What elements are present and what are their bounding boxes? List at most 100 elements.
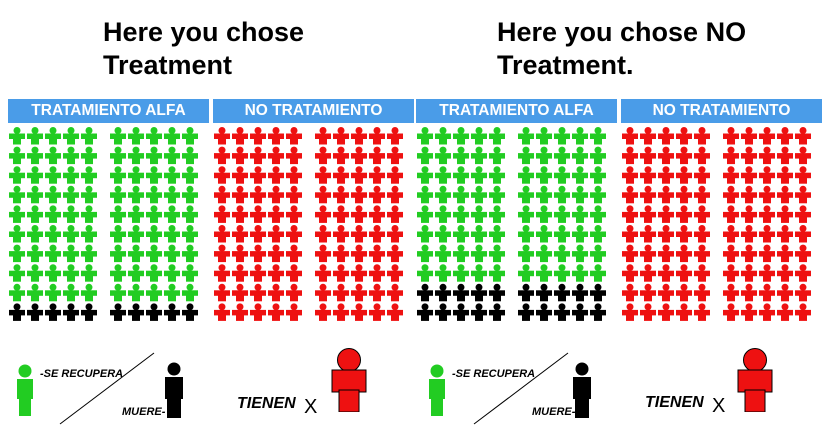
person-icon bbox=[489, 146, 505, 165]
person-icon bbox=[518, 166, 534, 184]
person-icon bbox=[110, 127, 126, 145]
person-icon bbox=[741, 244, 757, 263]
person-icon bbox=[27, 244, 43, 263]
person-icon bbox=[315, 185, 331, 204]
person-icon bbox=[572, 166, 588, 184]
person-icon bbox=[146, 264, 162, 282]
person-icon bbox=[417, 205, 433, 223]
person-icon bbox=[676, 185, 692, 204]
person-icon bbox=[622, 146, 638, 165]
person-icon bbox=[286, 185, 302, 204]
person-icon bbox=[81, 283, 97, 302]
person-icon bbox=[777, 205, 793, 223]
person-icon bbox=[554, 264, 570, 282]
tab-bar: TRATAMIENTO ALFA NO TRATAMIENTO bbox=[8, 99, 414, 123]
person-icon bbox=[554, 127, 570, 145]
person-icon bbox=[128, 185, 144, 204]
person-icon bbox=[795, 264, 811, 282]
person-icon bbox=[795, 244, 811, 263]
person-icon bbox=[351, 283, 367, 302]
person-icon bbox=[471, 166, 487, 184]
person-icon bbox=[723, 146, 739, 165]
person-icon bbox=[286, 303, 302, 321]
person-icon bbox=[471, 185, 487, 204]
legend-sick-symbol: X bbox=[304, 396, 318, 418]
person-icon bbox=[9, 225, 25, 243]
person-icon bbox=[417, 146, 433, 165]
person-icon bbox=[489, 283, 505, 302]
person-icon bbox=[694, 166, 710, 184]
tab-treatment-alfa: TRATAMIENTO ALFA bbox=[8, 99, 209, 123]
person-icon bbox=[453, 166, 469, 184]
person-icon bbox=[387, 205, 403, 223]
person-icon bbox=[759, 127, 775, 145]
person-icon bbox=[590, 225, 606, 243]
person-icon bbox=[554, 185, 570, 204]
person-icon bbox=[590, 185, 606, 204]
person-icon bbox=[759, 146, 775, 165]
person-icon bbox=[9, 166, 25, 184]
person-icon bbox=[232, 166, 248, 184]
person-icon bbox=[27, 146, 43, 165]
person-icon bbox=[572, 146, 588, 165]
person-icon bbox=[759, 264, 775, 282]
person-icon bbox=[110, 225, 126, 243]
headline-no-treatment: Here you chose NO Treatment. bbox=[497, 16, 746, 82]
person-icon bbox=[165, 362, 183, 418]
tab-treatment-alfa: TRATAMIENTO ALFA bbox=[416, 99, 617, 123]
person-icon bbox=[723, 127, 739, 145]
person-icon bbox=[554, 303, 570, 321]
person-icon bbox=[435, 225, 451, 243]
person-icon bbox=[417, 185, 433, 204]
person-icon bbox=[741, 127, 757, 145]
person-icon bbox=[369, 205, 385, 223]
person-icon bbox=[658, 303, 674, 321]
person-icon bbox=[9, 127, 25, 145]
legend-dies-label: MUERE- bbox=[532, 406, 576, 418]
person-icon bbox=[723, 303, 739, 321]
person-icon bbox=[214, 264, 230, 282]
person-icon bbox=[453, 205, 469, 223]
person-icon bbox=[232, 244, 248, 263]
person-icon bbox=[315, 127, 331, 145]
person-icon bbox=[214, 166, 230, 184]
person-icon bbox=[369, 244, 385, 263]
person-icon bbox=[315, 205, 331, 223]
person-icon bbox=[518, 225, 534, 243]
person-icon bbox=[27, 264, 43, 282]
person-icon bbox=[250, 185, 266, 204]
legend-treatment: -SE RECUPERA MUERE- TIENEN X bbox=[8, 348, 408, 428]
person-icon bbox=[387, 185, 403, 204]
person-icon bbox=[435, 166, 451, 184]
person-icon bbox=[9, 283, 25, 302]
person-icon bbox=[286, 264, 302, 282]
person-icon bbox=[741, 166, 757, 184]
person-icon bbox=[250, 225, 266, 243]
person-icon bbox=[232, 283, 248, 302]
person-icon bbox=[182, 146, 198, 165]
person-icon bbox=[164, 127, 180, 145]
person-icon bbox=[214, 244, 230, 263]
person-icon bbox=[590, 264, 606, 282]
person-icon bbox=[759, 166, 775, 184]
person-icon bbox=[518, 127, 534, 145]
person-icon bbox=[777, 244, 793, 263]
person-icon bbox=[333, 127, 349, 145]
person-icon bbox=[164, 146, 180, 165]
person-icon bbox=[146, 303, 162, 321]
person-icon bbox=[81, 225, 97, 243]
person-icon bbox=[554, 205, 570, 223]
person-icon bbox=[232, 185, 248, 204]
person-icon bbox=[9, 244, 25, 263]
person-icon bbox=[27, 283, 43, 302]
person-icon bbox=[369, 146, 385, 165]
person-icon bbox=[315, 264, 331, 282]
person-icon bbox=[554, 146, 570, 165]
person-icon bbox=[518, 303, 534, 321]
person-icon bbox=[572, 205, 588, 223]
person-icon bbox=[182, 127, 198, 145]
person-icon bbox=[128, 127, 144, 145]
person-icon bbox=[110, 244, 126, 263]
person-icon bbox=[369, 264, 385, 282]
person-icon bbox=[315, 283, 331, 302]
